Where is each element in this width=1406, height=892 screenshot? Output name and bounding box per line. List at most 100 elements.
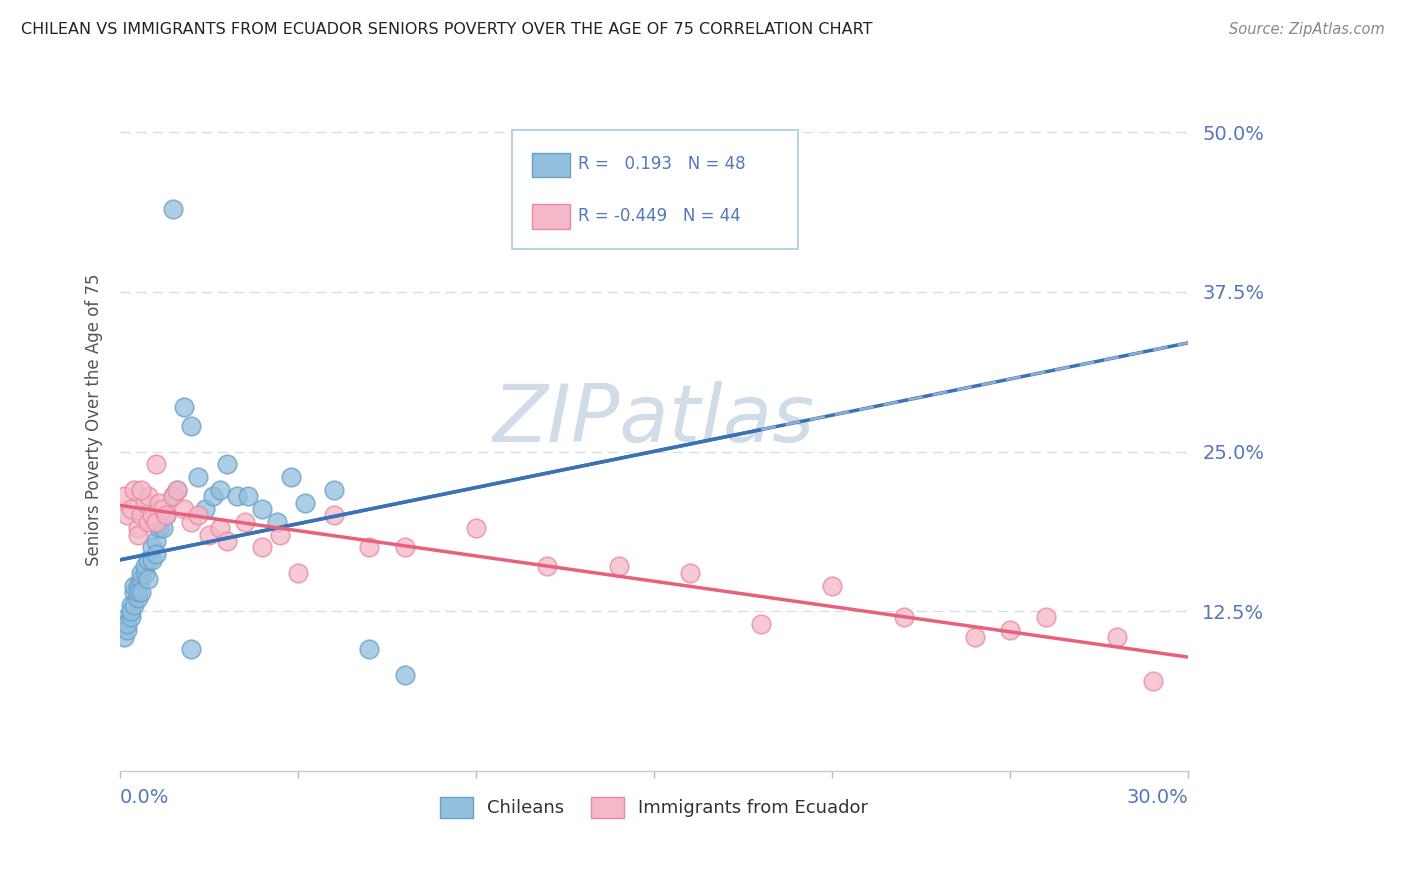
Point [162,489,184,503]
Point [127,521,149,535]
Y-axis label: Seniors Poverty Over the Age of 75: Seniors Poverty Over the Age of 75 [86,273,103,566]
Point [180,642,202,657]
Point [145,515,167,529]
Point [145,547,167,561]
Point [215,533,238,548]
Point [122,578,145,592]
Point [1000,624,1022,638]
Point [287,566,309,580]
Point [155,508,177,523]
Point [893,610,915,624]
Text: Source: ZipAtlas.com: Source: ZipAtlas.com [1229,22,1385,37]
Point [127,527,149,541]
Point [252,541,274,555]
Text: CHILEAN VS IMMIGRANTS FROM ECUADOR SENIORS POVERTY OVER THE AGE OF 75 CORRELATIO: CHILEAN VS IMMIGRANTS FROM ECUADOR SENIO… [21,22,873,37]
Point [194,502,217,516]
Point [134,495,156,509]
Point [122,598,145,612]
Point [115,624,138,638]
Point [162,202,184,216]
Point [233,515,256,529]
Point [152,521,174,535]
Point [131,508,153,523]
Point [112,630,135,644]
Point [215,458,238,472]
Point [138,572,160,586]
Point [226,489,249,503]
Text: ZIP​atlas: ZIP​atlas [494,381,815,458]
Point [208,483,231,497]
Point [359,642,381,657]
Point [112,489,135,503]
Point [120,610,142,624]
Point [187,508,209,523]
Point [120,502,142,516]
Point [145,458,167,472]
Point [173,502,195,516]
Point [127,585,149,599]
Point [148,495,170,509]
Point [821,578,844,592]
Text: 0.0%: 0.0% [120,789,169,807]
Point [115,508,138,523]
Point [134,559,156,574]
Point [120,598,142,612]
Point [294,495,316,509]
Point [1035,610,1057,624]
Text: 30.0%: 30.0% [1126,789,1188,807]
Point [322,508,344,523]
Point [134,566,156,580]
Point [749,616,772,631]
Point [138,553,160,567]
Point [1107,630,1129,644]
Point [238,489,260,503]
Point [115,610,138,624]
Point [122,483,145,497]
Point [187,470,209,484]
Point [112,616,135,631]
Point [145,533,167,548]
Point [115,616,138,631]
Point [269,527,291,541]
Point [679,566,702,580]
Point [155,508,177,523]
Point [162,489,184,503]
Point [141,541,163,555]
Text: R =   0.193   N = 48: R = 0.193 N = 48 [578,155,745,173]
Point [166,483,188,497]
Point [266,515,288,529]
Point [465,521,488,535]
Point [359,541,381,555]
Point [394,541,416,555]
Point [131,572,153,586]
Point [138,489,160,503]
Point [173,400,195,414]
Point [152,502,174,516]
Point [148,521,170,535]
Point [122,585,145,599]
Point [131,566,153,580]
Point [141,553,163,567]
Point [180,515,202,529]
Point [201,489,224,503]
Point [180,419,202,434]
Point [963,630,986,644]
Point [394,668,416,682]
Point [127,591,149,606]
Point [141,508,163,523]
Point [166,483,188,497]
Point [138,515,160,529]
Point [536,559,558,574]
Point [607,559,630,574]
Point [252,502,274,516]
Point [1142,674,1164,689]
Legend: Chileans, Immigrants from Ecuador: Chileans, Immigrants from Ecuador [433,789,876,825]
Point [131,483,153,497]
Point [127,578,149,592]
Point [322,483,344,497]
Point [120,604,142,618]
Text: R = -0.449   N = 44: R = -0.449 N = 44 [578,207,741,225]
Point [280,470,302,484]
Point [198,527,221,541]
Point [131,585,153,599]
